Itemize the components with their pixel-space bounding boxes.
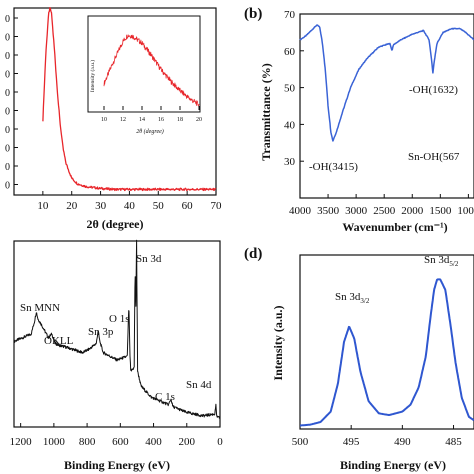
annotation-oh-3415: -OH(3415) [309,161,358,173]
panel-d: (d) 500 495 490 485 Binding Energy (eV) Int… [244,246,474,472]
panel-d-frame [299,254,474,430]
panel-b-x-tick-labels: 4000 3500 3000 2500 2000 1500 1000 [289,194,474,217]
panel-b-y-tick-label: 40 [284,119,296,131]
panel-a-x-tick-label: 60 [182,200,194,212]
panel-c-x-tick-label: 0 [217,436,223,448]
inset-x-tick-label: 14 [139,117,145,123]
panel-b-frame [299,13,474,199]
panel-b-x-tick-label: 3500 [317,205,340,217]
panel-b-x-tick-label: 1000 [457,205,474,217]
annotation-sn-4d: Sn 4d [186,379,212,391]
annotation-okll: OKLL [44,335,74,347]
panel-b-y-tick-labels: 30 40 50 60 70 [284,9,304,168]
panel-c-x-tick-label: 1200 [10,436,33,448]
panel-b-x-tick-label: 2500 [373,205,396,217]
panel-c-frame [13,240,221,428]
inset-x-axis-label: 2θ (degree) [136,128,164,135]
panel-a-y-tick-label: 0 [5,181,10,192]
panel-b-y-tick-label: 50 [284,83,296,95]
a-inset-series-line [103,34,200,107]
panel-c-x-tick-label: 600 [112,436,129,448]
annotation-o-1s: O 1s [109,313,129,325]
panel-d-x-tick-label: 490 [394,436,411,448]
panel-b-x-tick-label: 4000 [289,205,312,217]
panel-a-x-tick-label: 70 [211,200,223,212]
panel-b-x-axis-label: Wavenumber (cm⁻¹) [342,220,447,234]
d-series-line [299,278,474,427]
panel-c-x-axis-label: Binding Energy (eV) [64,458,170,472]
panel-b-label: (b) [244,6,262,22]
panel-c-x-tick-label: 400 [145,436,162,448]
inset-x-tick-label: 12 [120,117,126,123]
panel-d-label: (d) [244,246,262,262]
panel-d-plot-area [299,278,474,427]
panel-a-x-tick-label: 30 [95,200,107,212]
panel-a-y-tick-label: 0 [5,162,10,173]
panel-d-x-tick-label: 500 [292,436,309,448]
panel-b-y-axis-label: Transmittance (%) [259,63,273,160]
inset-x-tick-labels: 10 12 14 16 18 20 [101,106,202,123]
panel-a-x-tick-label: 10 [37,200,49,212]
inset-frame [87,15,201,113]
panel-a-x-tick-label: 40 [124,200,136,212]
panel-c: 1200 1000 800 600 400 200 0 Binding Energy (eV… [10,239,223,472]
panel-c-x-tick-label: 200 [179,436,196,448]
annotation-sn-3d-3-2: Sn 3d3/2 [335,291,370,305]
c-series-line [13,239,221,419]
panel-a-y-tick-label: 0 [5,51,10,62]
panel-c-x-tick-label: 1000 [43,436,66,448]
annotation-sn-3d: Sn 3d [136,253,162,265]
inset-x-tick-label: 20 [196,117,202,123]
panel-b-y-tick-label: 70 [284,9,296,21]
panel-b: (b) 30 40 50 60 70 4000 3500 3000 2500 2000 1500 1… [244,6,474,234]
panel-a-y-tick-label: 0 [5,125,10,136]
panel-c-x-tick-labels: 1200 1000 800 600 400 200 0 [10,423,223,448]
b-series-line [299,24,474,142]
panel-a-y-tick-label: 0 [5,107,10,118]
panel-b-x-tick-label: 3000 [345,205,368,217]
annotation-sn-mnn: Sn MNN [20,302,60,314]
panel-c-x-tick-label: 800 [79,436,96,448]
panel-a-y-tick-label: 0 [5,88,10,99]
panel-d-y-axis-label: Intensity (a.u.) [271,305,285,380]
panel-d-x-tick-labels: 500 495 490 485 [292,425,462,448]
inset-plot-area [103,34,200,107]
annotation-oh-1632: -OH(1632) [409,84,458,96]
panel-c-plot-area [13,239,221,419]
panel-b-y-tick-label: 30 [284,156,296,168]
panel-a-x-tick-labels: 10 20 30 40 50 60 70 [37,191,222,212]
panel-b-plot-area [299,24,474,142]
panel-a-y-tick-label: 0 [5,33,10,44]
a-series-line [42,6,217,192]
annotation-sn-3d-5-2: Sn 3d5/2 [424,254,459,268]
inset-x-tick-label: 10 [101,117,107,123]
panel-b-x-tick-label: 2000 [401,205,424,217]
panel-a-x-tick-label: 20 [66,200,78,212]
panel-a-plot-area [42,6,217,192]
panel-a-frame [13,7,217,196]
inset-x-tick-label: 16 [158,117,164,123]
panel-a-y-tick-label: 0 [5,70,10,81]
panel-a: 0 0 0 0 0 0 0 0 0 0 10 20 30 40 50 60 70 2θ (degree) 10… [5,6,222,231]
panel-b-y-tick-label: 60 [284,46,296,58]
panel-a-y-tick-labels: 0 0 0 0 0 0 0 0 0 0 [5,14,18,192]
annotation-sn-oh: Sn-OH(567 [408,151,460,163]
panel-d-x-axis-label: Binding Energy (eV) [340,458,446,472]
inset-y-axis-label: Intensity (a.u.) [89,60,96,92]
panel-d-x-tick-label: 495 [343,436,360,448]
panel-a-x-axis-label: 2θ (degree) [86,217,143,231]
annotation-sn-3p: Sn 3p [88,326,114,338]
panel-a-y-tick-label: 0 [5,14,10,25]
panel-a-x-tick-label: 50 [153,200,165,212]
panel-a-y-tick-label: 0 [5,144,10,155]
annotation-c-1s: C 1s [155,391,175,403]
panel-d-x-tick-label: 485 [445,436,462,448]
inset-x-tick-label: 18 [177,117,183,123]
panel-b-x-tick-label: 1500 [429,205,452,217]
